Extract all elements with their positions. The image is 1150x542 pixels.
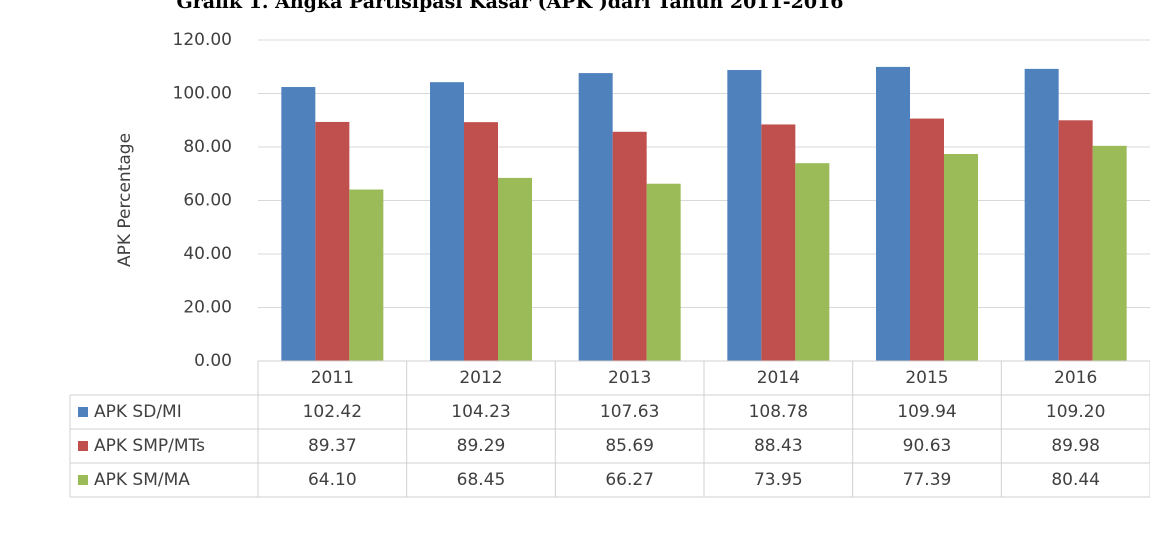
data-label: 104.23 <box>451 402 510 422</box>
legend-swatch <box>78 475 88 485</box>
legend-label: APK SM/MA <box>94 470 190 490</box>
bar <box>578 73 613 361</box>
data-label: 89.37 <box>308 436 357 456</box>
bar <box>1092 145 1127 361</box>
bar <box>315 121 350 362</box>
data-label: 89.98 <box>1051 436 1100 456</box>
y-tick-label: 80.00 <box>183 137 232 157</box>
data-label: 77.39 <box>903 470 952 490</box>
chart-title: Grafik 1. Angka Partisipasi Kasar (APK )… <box>176 0 843 13</box>
legend-swatch <box>78 407 88 417</box>
data-label: 109.94 <box>897 402 956 422</box>
bar <box>430 82 464 361</box>
data-label: 88.43 <box>754 436 803 456</box>
bar <box>761 124 796 361</box>
y-axis-label: APK Percentage <box>115 133 135 267</box>
data-label: 73.95 <box>754 470 803 490</box>
x-tick-label: 2012 <box>459 368 502 388</box>
bar <box>876 66 910 362</box>
y-tick-label: 20.00 <box>183 298 232 318</box>
bar <box>910 118 944 361</box>
y-tick-label: 0.00 <box>194 351 232 371</box>
bar <box>795 163 830 361</box>
legend-swatch <box>78 441 88 451</box>
data-label: 85.69 <box>605 436 654 456</box>
x-tick-label: 2016 <box>1054 368 1097 388</box>
y-tick-label: 100.00 <box>173 84 232 104</box>
bar <box>1058 120 1093 361</box>
bar <box>498 177 532 361</box>
bar <box>1024 68 1059 361</box>
bar <box>646 183 681 361</box>
bar <box>281 87 316 362</box>
legend-label: APK SD/MI <box>94 402 182 422</box>
y-tick-label: 60.00 <box>183 191 232 211</box>
legend-label: APK SMP/MTs <box>94 436 205 456</box>
data-label: 68.45 <box>457 470 506 490</box>
data-label: 89.29 <box>457 436 506 456</box>
data-label: 107.63 <box>600 402 659 422</box>
data-label: 102.42 <box>303 402 362 422</box>
bar <box>464 122 498 361</box>
x-tick-label: 2011 <box>311 368 354 388</box>
bar <box>612 131 647 361</box>
data-label: 66.27 <box>605 470 654 490</box>
bar <box>349 189 384 361</box>
bar <box>944 153 978 361</box>
x-tick-label: 2014 <box>757 368 800 388</box>
data-label: 109.20 <box>1046 402 1105 422</box>
y-tick-label: 40.00 <box>183 244 232 264</box>
bar <box>727 70 762 362</box>
y-tick-label: 120.00 <box>173 30 232 50</box>
data-label: 80.44 <box>1051 470 1100 490</box>
data-label: 108.78 <box>749 402 808 422</box>
x-tick-label: 2013 <box>608 368 651 388</box>
data-label: 90.63 <box>903 436 952 456</box>
data-label: 64.10 <box>308 470 357 490</box>
x-tick-label: 2015 <box>905 368 948 388</box>
